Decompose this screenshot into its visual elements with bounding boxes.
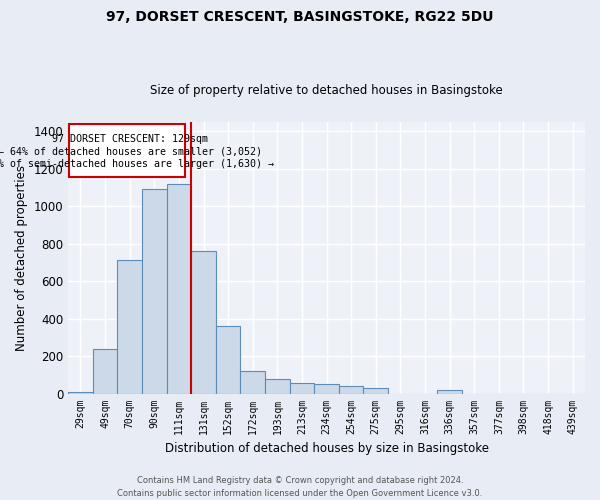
Text: ← 64% of detached houses are smaller (3,052): ← 64% of detached houses are smaller (3,… [0,146,262,156]
Bar [142,190,167,394]
Bar [364,388,388,394]
X-axis label: Distribution of detached houses by size in Basingstoke: Distribution of detached houses by size … [164,442,488,455]
Title: Size of property relative to detached houses in Basingstoke: Size of property relative to detached ho… [150,84,503,97]
Text: Contains HM Land Registry data © Crown copyright and database right 2024.
Contai: Contains HM Land Registry data © Crown c… [118,476,482,498]
Bar [167,184,191,394]
Bar [93,348,118,394]
Bar [191,251,216,394]
FancyBboxPatch shape [70,124,185,177]
Bar [241,371,265,394]
Bar [339,386,364,394]
Bar [118,260,142,394]
Y-axis label: Number of detached properties: Number of detached properties [15,164,28,350]
Bar [314,384,339,394]
Text: 34% of semi-detached houses are larger (1,630) →: 34% of semi-detached houses are larger (… [0,160,274,170]
Bar [68,392,93,394]
Bar [216,326,241,394]
Bar [290,383,314,394]
Text: 97, DORSET CRESCENT, BASINGSTOKE, RG22 5DU: 97, DORSET CRESCENT, BASINGSTOKE, RG22 5… [106,10,494,24]
Bar [265,380,290,394]
Text: 97 DORSET CRESCENT: 129sqm: 97 DORSET CRESCENT: 129sqm [52,134,208,143]
Bar [437,390,462,394]
